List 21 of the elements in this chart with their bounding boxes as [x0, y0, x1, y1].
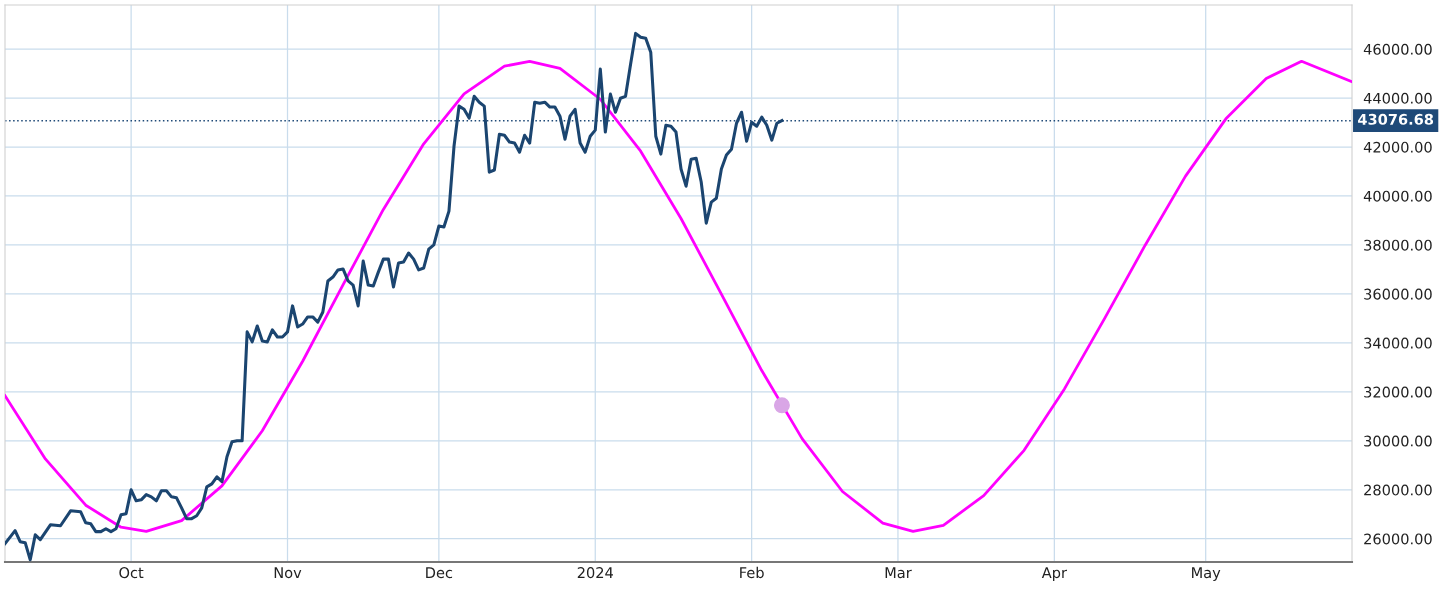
y-tick-label: 46000.00 — [1363, 43, 1432, 55]
y-tick-label: 32000.00 — [1364, 386, 1432, 398]
ref-line-label: 43076.68 — [1358, 113, 1434, 125]
x-tick-label: 2024 — [577, 567, 613, 579]
x-tick-label: Dec — [426, 567, 453, 579]
y-tick-label: 42000.00 — [1363, 141, 1432, 153]
line-series — [5, 59, 1352, 533]
y-tick-label: 36000.00 — [1364, 288, 1432, 300]
y-tick-label: 30000.00 — [1364, 435, 1432, 447]
y-tick-label: 34000.00 — [1364, 337, 1432, 349]
x-tick-label: Apr — [1041, 567, 1067, 581]
x-tick-label: May — [1192, 567, 1221, 581]
x-tick-label: Feb — [740, 566, 764, 579]
y-tick-label: 26000.00 — [1364, 533, 1432, 545]
y-tick-label: 38000.00 — [1364, 239, 1432, 251]
x-tick-label: Oct — [119, 567, 144, 579]
y-tick-label: 40000.00 — [1363, 190, 1432, 202]
x-tick-label: Mar — [885, 567, 912, 579]
x-tick-label: Nov — [274, 567, 302, 579]
y-tick-label: 44000.00 — [1363, 92, 1432, 104]
y-tick-label: 28000.00 — [1364, 484, 1432, 496]
